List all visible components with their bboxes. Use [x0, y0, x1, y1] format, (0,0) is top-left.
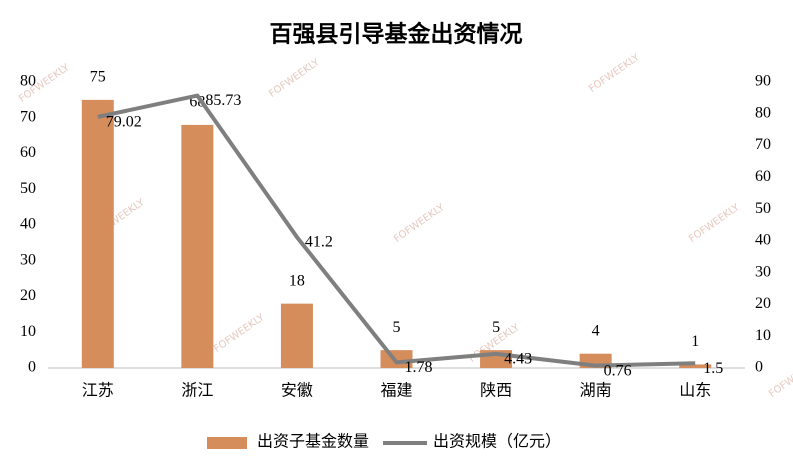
- watermark: FOFWEEKLY: [267, 57, 322, 100]
- line-value-label: 1.5: [703, 360, 723, 377]
- chart-title: 百强县引导基金出资情况: [270, 20, 523, 46]
- y-tick-label: 50: [20, 180, 36, 197]
- bar: [280, 303, 313, 368]
- y-tick-label: 80: [20, 73, 36, 90]
- y-tick-label: 10: [20, 323, 36, 340]
- y-tick-label: 70: [20, 108, 36, 125]
- x-tick-label: 湖南: [580, 382, 612, 400]
- bar-value-label: 5: [393, 319, 401, 336]
- watermark: FOFWEEKLY: [392, 202, 447, 245]
- y-tick-label: 40: [20, 216, 36, 233]
- y2-tick-label: 20: [755, 295, 771, 312]
- bar-value-label: 1: [691, 333, 699, 350]
- bar: [679, 364, 712, 368]
- y2-tick-label: 70: [755, 136, 771, 153]
- line-value-label: 0.76: [604, 362, 632, 379]
- bar-value-label: 75: [90, 69, 106, 86]
- x-tick-label: 山东: [679, 382, 711, 400]
- y2-tick-label: 80: [755, 104, 771, 121]
- line-value-label: 4.43: [504, 351, 532, 368]
- y2-tick-label: 90: [755, 73, 771, 90]
- x-tick-label: 浙江: [181, 382, 213, 400]
- x-tick-label: 陕西: [480, 382, 512, 400]
- line-value-label: 79.02: [106, 114, 142, 131]
- bar: [181, 124, 214, 369]
- bar-value-label: 4: [592, 322, 600, 339]
- bar-value-label: 18: [289, 272, 305, 289]
- y2-tick-label: 50: [755, 200, 771, 217]
- x-tick-label: 安徽: [281, 382, 313, 400]
- legend-swatch: [207, 437, 247, 449]
- line-value-label: 41.2: [305, 234, 333, 251]
- y-tick-label: 60: [20, 144, 36, 161]
- y-tick-label: 0: [28, 359, 36, 376]
- watermark: FOFWEEKLY: [767, 357, 793, 400]
- watermark: FOFWEEKLY: [687, 202, 742, 245]
- y-tick-label: 30: [20, 251, 36, 268]
- line-value-label: 1.78: [405, 359, 433, 376]
- y2-tick-label: 30: [755, 263, 771, 280]
- y2-tick-label: 10: [755, 327, 771, 344]
- y2-tick-label: 40: [755, 232, 771, 249]
- y2-tick-label: 60: [755, 168, 771, 185]
- bar: [81, 99, 114, 368]
- y-tick-label: 20: [20, 287, 36, 304]
- legend-label: 出资子基金数量: [257, 433, 369, 451]
- y2-tick-label: 0: [755, 359, 763, 376]
- bar-value-label: 5: [492, 319, 500, 336]
- x-tick-label: 江苏: [82, 382, 114, 400]
- legend-label: 出资规模（亿元）: [433, 433, 561, 451]
- line-value-label: 85.73: [205, 92, 241, 109]
- x-tick-label: 福建: [380, 382, 412, 400]
- watermark: FOFWEEKLY: [587, 52, 642, 95]
- watermark: FOFWEEKLY: [212, 312, 267, 355]
- line: [97, 93, 696, 368]
